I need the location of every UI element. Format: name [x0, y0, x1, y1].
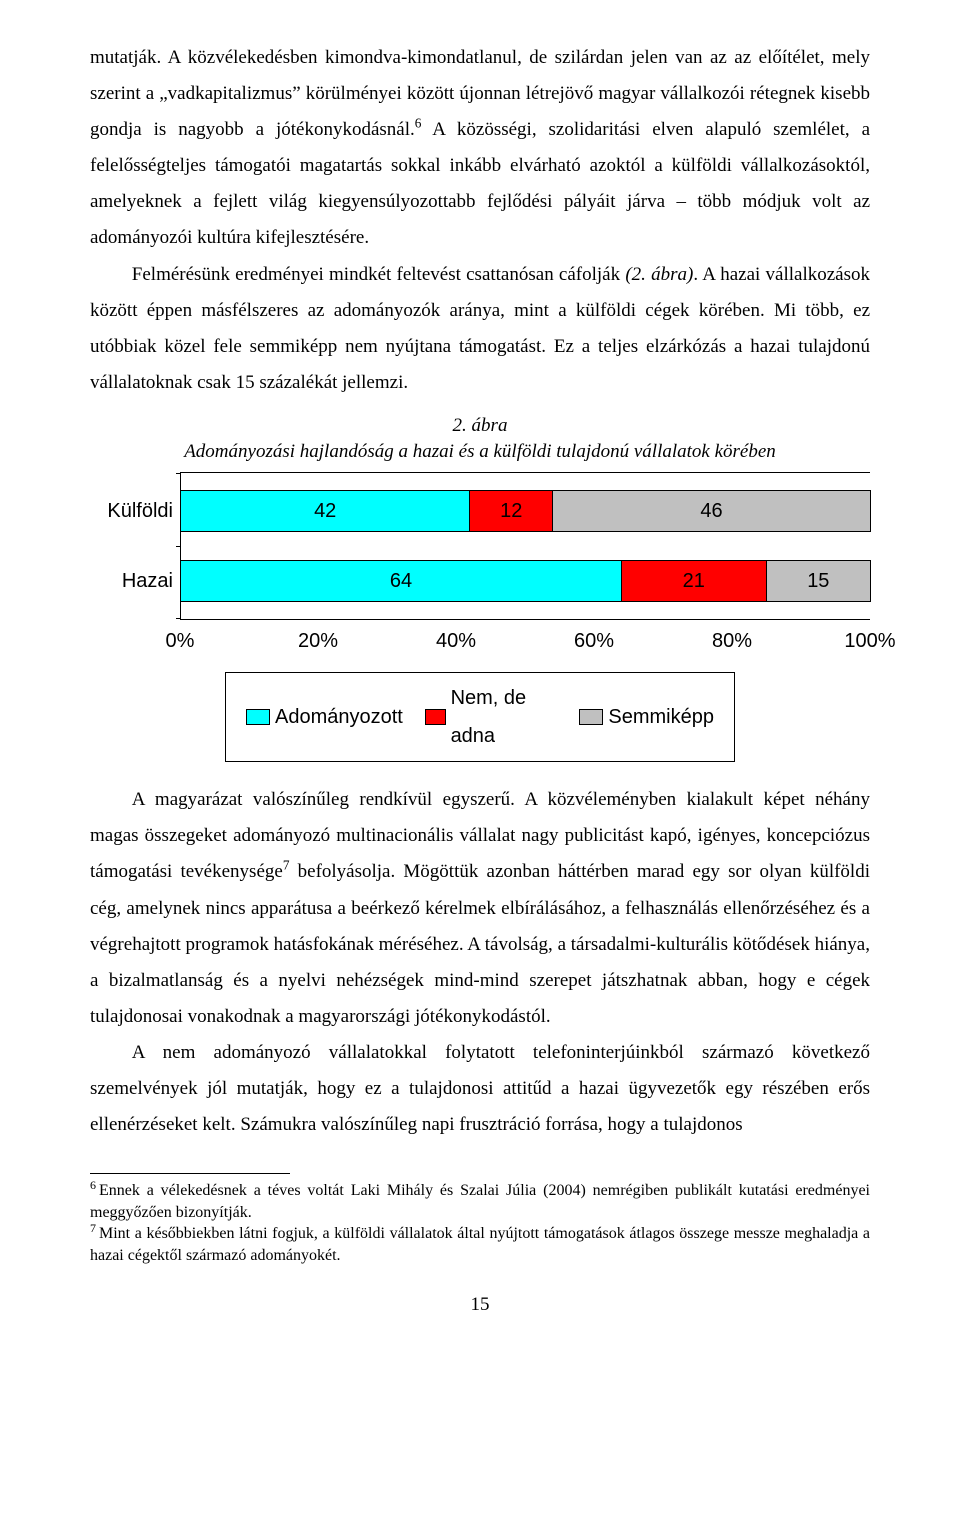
seg-kulfoldi-semmikepp: 46	[553, 491, 870, 531]
para3-text-b: befolyásolja. Mögöttük azonban háttérben…	[90, 861, 870, 1026]
swatch-semmikepp	[579, 709, 603, 725]
chart-legend: Adományozott Nem, de adna Semmiképp	[225, 672, 735, 762]
footnote-7-text: Mint a későbbiekben látni fogjuk, a külf…	[90, 1225, 870, 1264]
bar-row-kulfoldi: Külföldi 42 12 46	[181, 491, 870, 531]
category-label-hazai: Hazai	[91, 562, 173, 600]
swatch-nemdeadna	[425, 709, 446, 725]
legend-label-semmikepp: Semmiképp	[608, 698, 714, 736]
document-page: mutatják. A közvélekedésben kimondva-kim…	[0, 0, 960, 1353]
x-tick-0: 0%	[166, 622, 195, 660]
para2-text-a: Felmérésünk eredményei mindkét feltevést…	[132, 264, 626, 285]
bar-hazai: 64 21 15	[181, 561, 870, 601]
bar-row-hazai: Hazai 64 21 15	[181, 561, 870, 601]
footnote-7-number: 7	[90, 1221, 96, 1235]
x-tick-60: 60%	[574, 622, 614, 660]
figure-number: 2. ábra	[90, 413, 870, 439]
figure-title: Adományozási hajlandóság a hazai és a kü…	[90, 439, 870, 465]
footnote-separator	[90, 1173, 290, 1174]
footnote-6-text: Ennek a vélekedésnek a téves voltát Laki…	[90, 1182, 870, 1221]
legend-item-semmikepp: Semmiképp	[579, 698, 714, 736]
seg-kulfoldi-nemdeadna: 12	[470, 491, 553, 531]
seg-hazai-nemdeadna: 21	[622, 561, 767, 601]
swatch-adomanyozott	[246, 709, 270, 725]
footnote-6-number: 6	[90, 1178, 96, 1192]
seg-kulfoldi-adomanyozott: 42	[181, 491, 470, 531]
chart-plot-area: Külföldi 42 12 46 Hazai 64 21 15	[180, 472, 870, 620]
x-tick-100: 100%	[844, 622, 895, 660]
para2-italic: (2. ábra)	[625, 264, 693, 285]
para4-text: A nem adományozó vállalatokkal folytatot…	[90, 1042, 870, 1135]
paragraph-4: A nem adományozó vállalatokkal folytatot…	[90, 1035, 870, 1143]
legend-label-adomanyozott: Adományozott	[275, 698, 403, 736]
paragraph-1: mutatják. A közvélekedésben kimondva-kim…	[90, 40, 870, 257]
bar-kulfoldi: 42 12 46	[181, 491, 870, 531]
x-tick-80: 80%	[712, 622, 752, 660]
paragraph-2: Felmérésünk eredményei mindkét feltevést…	[90, 257, 870, 401]
footnote-7: 7Mint a későbbiekben látni fogjuk, a kül…	[90, 1223, 870, 1266]
category-label-kulfoldi: Külföldi	[91, 492, 173, 530]
legend-item-nemdeadna: Nem, de adna	[425, 679, 558, 755]
paragraph-3: A magyarázat valószínűleg rendkívül egys…	[90, 782, 870, 1035]
x-tick-40: 40%	[436, 622, 476, 660]
seg-hazai-adomanyozott: 64	[181, 561, 622, 601]
page-number: 15	[90, 1287, 870, 1323]
legend-item-adomanyozott: Adományozott	[246, 698, 403, 736]
chart-x-axis: 0% 20% 40% 60% 80% 100%	[90, 620, 870, 654]
x-tick-20: 20%	[298, 622, 338, 660]
figure-caption: 2. ábra Adományozási hajlandóság a hazai…	[90, 413, 870, 464]
donation-chart: Külföldi 42 12 46 Hazai 64 21 15	[90, 472, 870, 762]
seg-hazai-semmikepp: 15	[767, 561, 870, 601]
footnote-6: 6Ennek a vélekedésnek a téves voltát Lak…	[90, 1180, 870, 1223]
legend-label-nemdeadna: Nem, de adna	[451, 679, 558, 755]
